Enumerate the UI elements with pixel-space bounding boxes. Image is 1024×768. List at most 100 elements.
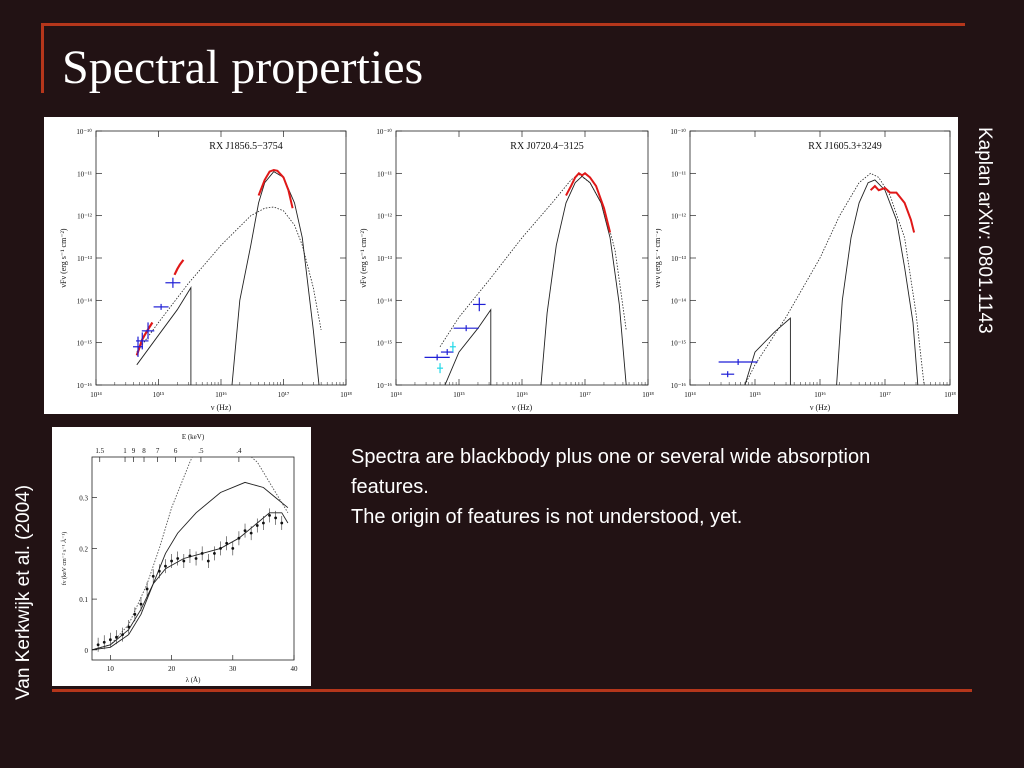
chart-rx-j0720: 10¹⁴ 10¹⁵ 10¹⁶ 10¹⁷ 10¹⁸ 10⁻¹⁶ 10⁻¹⁵ 10⁻¹⁴ 10⁻¹³… — [359, 128, 654, 412]
data-point — [200, 552, 204, 555]
model-dotted-line — [250, 457, 289, 514]
y-tick-label: 10⁻¹⁰ — [670, 128, 686, 136]
y-axis-label: fν (keV cm⁻² s⁻¹ Å⁻¹) — [60, 532, 68, 586]
y-tick-label: 10⁻¹¹ — [671, 170, 686, 178]
x-tick-label: 10¹⁴ — [390, 391, 402, 399]
y-tick-label: 10⁻¹¹ — [77, 170, 92, 178]
x-tick-label: 10¹⁵ — [453, 391, 465, 399]
data-point — [274, 516, 278, 520]
top-axis-title: E (keV) — [182, 433, 205, 441]
y-tick-label: 10⁻¹⁶ — [671, 382, 687, 390]
footer-rule — [52, 689, 972, 692]
xray-data-line — [565, 172, 612, 233]
title-vertical-rule — [41, 25, 44, 93]
data-point — [280, 521, 284, 525]
data-point — [151, 574, 155, 578]
blackbody-dotted-line — [439, 173, 627, 348]
top-tick-label: 1.5 — [95, 447, 104, 455]
x-tick-label: 10¹⁸ — [642, 391, 654, 399]
data-point — [206, 559, 210, 563]
top-tick-label: 7 — [156, 447, 160, 455]
y-tick-label: 10⁻¹⁴ — [77, 297, 93, 305]
plot-frame — [91, 456, 295, 661]
data-point — [102, 640, 106, 644]
y-tick-label: 10⁻¹² — [671, 213, 686, 221]
x-tick-label: 10¹⁷ — [879, 391, 891, 399]
y-tick-label: 10⁻¹⁵ — [377, 340, 393, 348]
slide-title: Spectral properties — [62, 41, 424, 94]
y-axis-label: νFν (erg s⁻¹ cm⁻²) — [359, 228, 368, 288]
top-tick-label: .5 — [198, 447, 204, 455]
data-point — [139, 602, 143, 606]
y-tick-label: 10⁻¹⁵ — [671, 340, 687, 348]
top-tick-label: 9 — [132, 447, 136, 455]
data-point — [268, 513, 271, 517]
data-point — [96, 643, 100, 647]
x-tick-label: 10¹⁷ — [579, 391, 591, 399]
data-point — [164, 564, 167, 568]
y-tick-label: 0.1 — [79, 596, 88, 604]
caption-kaplan: Kaplan arXiv: 0801.1143 — [974, 127, 995, 334]
y-tick-label: 0 — [85, 647, 89, 655]
blackbody-dotted-line — [136, 206, 322, 353]
y-axis-label: νFν (erg s⁻¹ cm⁻²) — [59, 228, 68, 288]
plot-area — [92, 457, 289, 652]
description: Spectra are blackbody plus one or severa… — [351, 442, 911, 532]
x-tick-label: 20 — [168, 665, 176, 673]
data-point — [243, 529, 247, 532]
data-point — [213, 552, 216, 555]
title-horizontal-rule — [41, 23, 965, 26]
x-axis-label: ν (Hz) — [810, 403, 831, 412]
data-point — [115, 635, 118, 639]
y-tick-label: 0.3 — [79, 495, 88, 503]
data-point — [182, 559, 186, 563]
x-axis-label: λ (Å) — [186, 676, 202, 684]
x-tick-label: 10¹⁴ — [90, 391, 102, 399]
description-line-2: The origin of features is not understood… — [351, 506, 743, 528]
top-tick-label: .4 — [236, 447, 242, 455]
x-tick-label: 10¹⁴ — [684, 391, 696, 399]
x-axis-label: ν (Hz) — [512, 403, 533, 412]
chart-title: RX J0720.4−3125 — [510, 141, 583, 152]
x-tick-label: 30 — [229, 665, 237, 673]
model-line — [92, 481, 289, 651]
chart-wavelength-spectrum: 10 20 30 40 0 0.1 0.2 0.3 1.5 1 9 8 7 6 .5 .4 E (keV) λ (… — [60, 433, 298, 684]
y-tick-label: 10⁻¹⁶ — [77, 382, 93, 390]
data-point — [249, 531, 253, 535]
caption-van-kerkwijk: Van Kerkwijk et al. (2004) — [13, 484, 34, 700]
x-tick-label: 10 — [107, 665, 115, 673]
model-line — [92, 512, 289, 651]
xray-data-line — [257, 168, 294, 209]
chart-panel-3: 10¹⁴ 10¹⁵ 10¹⁶ 10¹⁷ 10¹⁸ 10⁻¹⁶ 10⁻¹⁵ 10⁻¹⁴ 10⁻¹³… — [656, 117, 958, 414]
y-tick-label: 10⁻¹³ — [671, 255, 686, 263]
data-point — [188, 554, 192, 558]
x-tick-label: 10¹⁶ — [814, 391, 826, 399]
x-axis-label: ν (Hz) — [211, 403, 232, 412]
x-tick-label: 10¹⁸ — [340, 391, 352, 399]
chart-rx-j1605: 10¹⁴ 10¹⁵ 10¹⁶ 10¹⁷ 10¹⁸ 10⁻¹⁶ 10⁻¹⁵ 10⁻¹⁴ 10⁻¹³… — [656, 128, 956, 412]
y-tick-label: 10⁻¹² — [377, 213, 392, 221]
y-tick-label: 0.2 — [79, 545, 88, 553]
data-point — [170, 559, 173, 563]
series-line — [836, 179, 919, 386]
top-tick-label: 6 — [174, 447, 178, 455]
data-point — [121, 633, 125, 637]
x-tick-label: 10¹⁵ — [153, 391, 165, 399]
data-point — [145, 587, 149, 591]
data-point — [225, 541, 229, 545]
description-line-1: Spectra are blackbody plus one or severa… — [351, 446, 871, 498]
chart-rx-j1856: 10¹⁴ 10¹⁵ 10¹⁶ 10¹⁷ 10¹⁸ 10⁻¹⁶ 10⁻¹⁵ 10⁻¹⁴ 10⁻¹³… — [59, 128, 352, 412]
xray-data-line — [869, 184, 916, 233]
data-point — [237, 536, 241, 540]
y-tick-label: 10⁻¹⁰ — [76, 128, 92, 136]
y-tick-label: 10⁻¹⁶ — [377, 382, 393, 390]
y-tick-label: 10⁻¹⁵ — [77, 340, 93, 348]
y-tick-label: 10⁻¹⁴ — [377, 297, 393, 305]
data-point — [133, 612, 137, 616]
model-dotted-line — [92, 457, 193, 651]
y-tick-label: 10⁻¹³ — [377, 255, 392, 263]
data-point — [127, 625, 131, 629]
series-line — [744, 317, 791, 386]
data-point — [176, 557, 180, 560]
data-point — [157, 569, 161, 573]
